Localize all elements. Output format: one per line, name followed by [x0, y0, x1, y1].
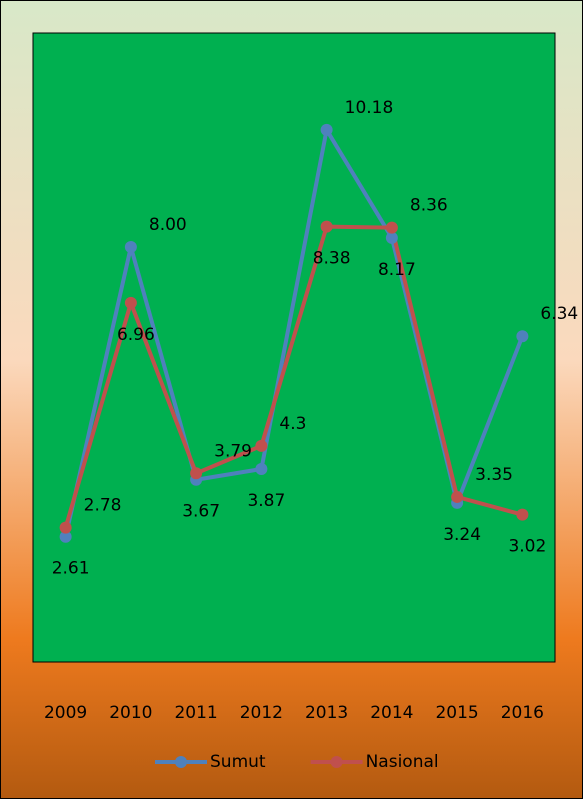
data-label: 8.36	[410, 196, 448, 216]
x-tick-label: 2009	[44, 703, 87, 723]
data-point	[59, 530, 72, 543]
series-line	[63, 224, 523, 529]
x-tick-label: 2013	[305, 703, 348, 723]
data-label: 3.02	[508, 537, 546, 557]
data-label: 10.18	[345, 98, 394, 118]
x-tick-label: 2014	[370, 703, 413, 723]
legend-label: Nasional	[366, 752, 439, 772]
data-label: 3.35	[475, 465, 513, 485]
x-tick-label: 2015	[435, 703, 478, 723]
x-tick-label: 2016	[501, 703, 544, 723]
x-tick-label: 2012	[240, 703, 283, 723]
plot-background	[32, 32, 556, 663]
data-point	[385, 231, 398, 244]
data-point	[516, 330, 529, 343]
data-label: 8.00	[149, 215, 187, 235]
x-tick-label: 2010	[109, 703, 152, 723]
data-label: 6.96	[117, 325, 155, 345]
legend-marker	[175, 756, 187, 768]
data-point	[124, 296, 137, 309]
data-point	[124, 241, 137, 253]
data-label: 3.67	[182, 502, 220, 522]
data-point	[59, 521, 72, 534]
data-label: 2.61	[52, 559, 90, 579]
data-point	[451, 490, 464, 503]
data-point	[190, 467, 203, 480]
data-label: 3.24	[443, 525, 481, 545]
legend-label: Sumut	[210, 752, 266, 772]
data-point	[320, 220, 333, 233]
data-label: 6.34	[540, 304, 578, 324]
data-label: 3.87	[247, 491, 285, 511]
data-label: 3.79	[214, 441, 252, 461]
data-label: 8.17	[378, 260, 416, 280]
data-point	[255, 439, 268, 452]
legend-marker	[330, 756, 343, 768]
data-label: 8.38	[313, 249, 351, 269]
data-label: 4.3	[279, 414, 306, 434]
x-tick-label: 2011	[174, 703, 217, 723]
data-point	[255, 462, 268, 475]
data-point	[516, 508, 529, 521]
data-point	[320, 123, 333, 136]
data-label: 2.78	[84, 496, 122, 516]
data-point	[385, 221, 398, 234]
